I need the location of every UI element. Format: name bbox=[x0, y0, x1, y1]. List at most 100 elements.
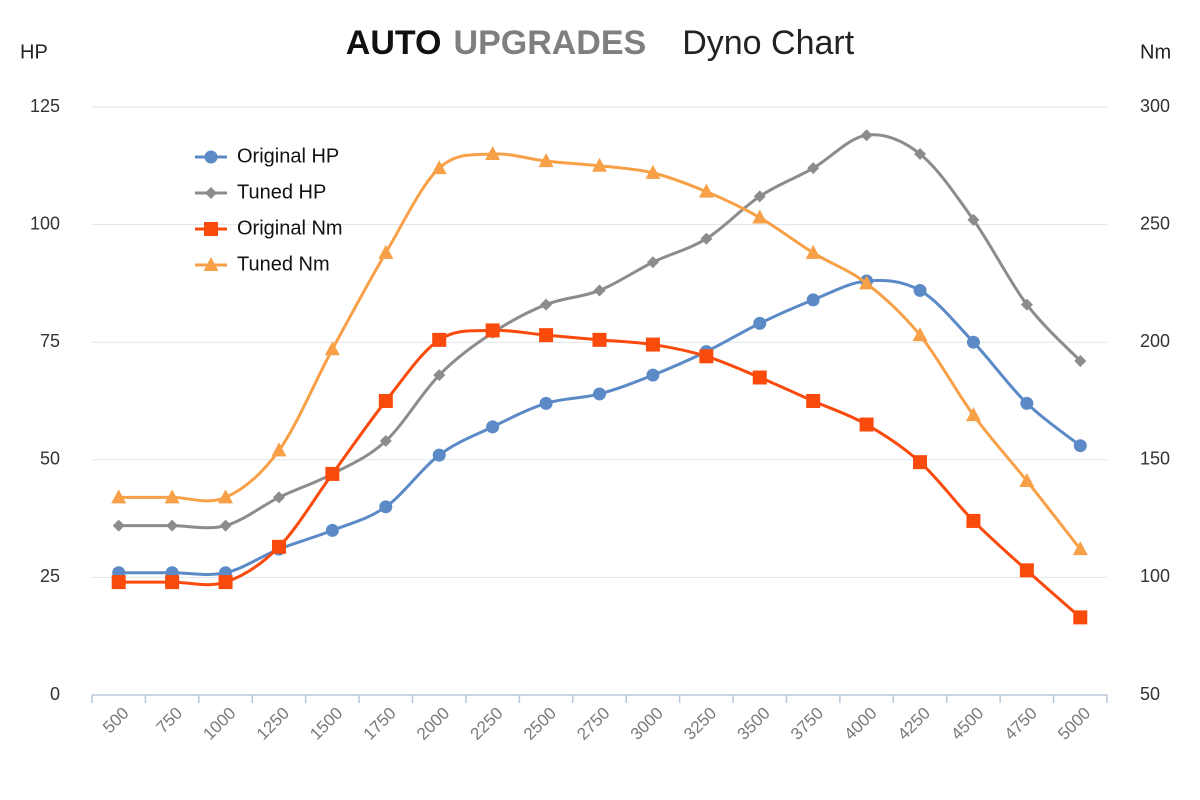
marker bbox=[1074, 355, 1087, 368]
x-tick-label: 4750 bbox=[1001, 704, 1041, 744]
marker bbox=[645, 337, 660, 352]
marker bbox=[646, 368, 660, 382]
marker bbox=[540, 298, 553, 311]
marker bbox=[593, 387, 606, 401]
marker bbox=[538, 153, 554, 168]
marker bbox=[111, 489, 127, 504]
marker bbox=[966, 513, 981, 528]
title: Dyno Chart bbox=[682, 24, 855, 62]
marker bbox=[912, 327, 928, 342]
marker bbox=[860, 129, 873, 142]
x-tick-label: 2500 bbox=[520, 704, 560, 744]
marker bbox=[165, 575, 180, 590]
marker bbox=[378, 394, 393, 408]
marker bbox=[1020, 396, 1034, 410]
marker bbox=[806, 293, 820, 307]
marker bbox=[485, 146, 501, 161]
marker bbox=[164, 489, 180, 504]
marker bbox=[1019, 472, 1035, 487]
x-tick-label: 1000 bbox=[199, 704, 239, 744]
y-tick-label: 75 bbox=[40, 331, 60, 351]
marker bbox=[1073, 610, 1088, 625]
marker bbox=[805, 244, 821, 259]
y-tick-label: 125 bbox=[30, 96, 60, 116]
line bbox=[118, 133, 1082, 530]
marker bbox=[324, 341, 340, 356]
marker bbox=[219, 519, 232, 532]
marker bbox=[1073, 439, 1087, 453]
marker bbox=[432, 332, 447, 347]
y-tick-label: 50 bbox=[40, 449, 60, 469]
marker bbox=[272, 491, 285, 504]
marker bbox=[592, 157, 607, 172]
marker bbox=[1020, 298, 1033, 311]
x-tick-label: 4500 bbox=[947, 704, 987, 744]
x-tick-label: 750 bbox=[153, 704, 186, 737]
x-tick-label: 1750 bbox=[360, 704, 400, 744]
marker bbox=[699, 349, 714, 364]
marker bbox=[218, 575, 233, 590]
marker bbox=[431, 160, 447, 175]
marker bbox=[325, 466, 340, 481]
marker bbox=[645, 164, 661, 179]
x-tick-label: 1500 bbox=[306, 704, 346, 744]
marker bbox=[752, 209, 768, 224]
legend-label: Tuned Nm bbox=[237, 253, 330, 275]
marker bbox=[913, 283, 927, 297]
marker bbox=[112, 519, 125, 532]
brand-2: UPGRADES bbox=[454, 24, 647, 62]
y2-tick-label: 300 bbox=[1140, 96, 1170, 116]
line bbox=[118, 152, 1082, 551]
y2-tick-label: 50 bbox=[1140, 684, 1160, 704]
x-tick-label: 500 bbox=[99, 704, 132, 737]
legend-label: Original Nm bbox=[237, 217, 343, 239]
marker bbox=[271, 442, 287, 457]
marker bbox=[1072, 541, 1088, 556]
legend-marker bbox=[204, 150, 218, 164]
marker bbox=[859, 275, 875, 290]
marker bbox=[1019, 563, 1034, 578]
brand-1: AUTO bbox=[346, 24, 442, 62]
marker bbox=[859, 417, 874, 432]
legend-label: Tuned HP bbox=[237, 181, 326, 203]
x-tick-label: 4000 bbox=[840, 704, 880, 744]
marker bbox=[378, 244, 394, 259]
series bbox=[112, 274, 1087, 580]
marker bbox=[698, 183, 714, 198]
marker bbox=[166, 519, 179, 532]
y2-tick-label: 250 bbox=[1140, 213, 1170, 233]
y-tick-label: 25 bbox=[40, 566, 60, 586]
marker bbox=[593, 284, 606, 297]
line bbox=[118, 328, 1082, 619]
marker bbox=[592, 332, 607, 347]
y2-tick-label: 100 bbox=[1140, 566, 1170, 586]
marker bbox=[965, 407, 981, 422]
y2-axis-label: Nm bbox=[1140, 41, 1171, 63]
y-tick-label: 100 bbox=[30, 213, 60, 233]
marker bbox=[913, 455, 928, 470]
x-tick-label: 3000 bbox=[627, 704, 667, 744]
marker bbox=[433, 369, 446, 382]
marker bbox=[966, 335, 980, 349]
x-tick-label: 2250 bbox=[466, 704, 506, 744]
x-tick-label: 5000 bbox=[1054, 704, 1094, 744]
x-tick-label: 1250 bbox=[253, 704, 293, 744]
x-tick-label: 3750 bbox=[787, 704, 827, 744]
marker bbox=[700, 232, 713, 245]
marker bbox=[807, 162, 820, 175]
legend-marker bbox=[203, 257, 219, 271]
marker bbox=[271, 539, 286, 554]
marker bbox=[646, 256, 659, 269]
marker bbox=[539, 328, 554, 343]
marker bbox=[379, 500, 393, 514]
legend-label: Original HP bbox=[237, 145, 339, 167]
marker bbox=[539, 396, 553, 410]
y2-tick-label: 150 bbox=[1140, 449, 1170, 469]
legend-marker bbox=[204, 222, 218, 236]
y-axis-label: HP bbox=[20, 41, 48, 63]
x-tick-label: 3250 bbox=[680, 704, 720, 744]
y2-tick-label: 200 bbox=[1140, 331, 1170, 351]
marker bbox=[111, 575, 126, 590]
